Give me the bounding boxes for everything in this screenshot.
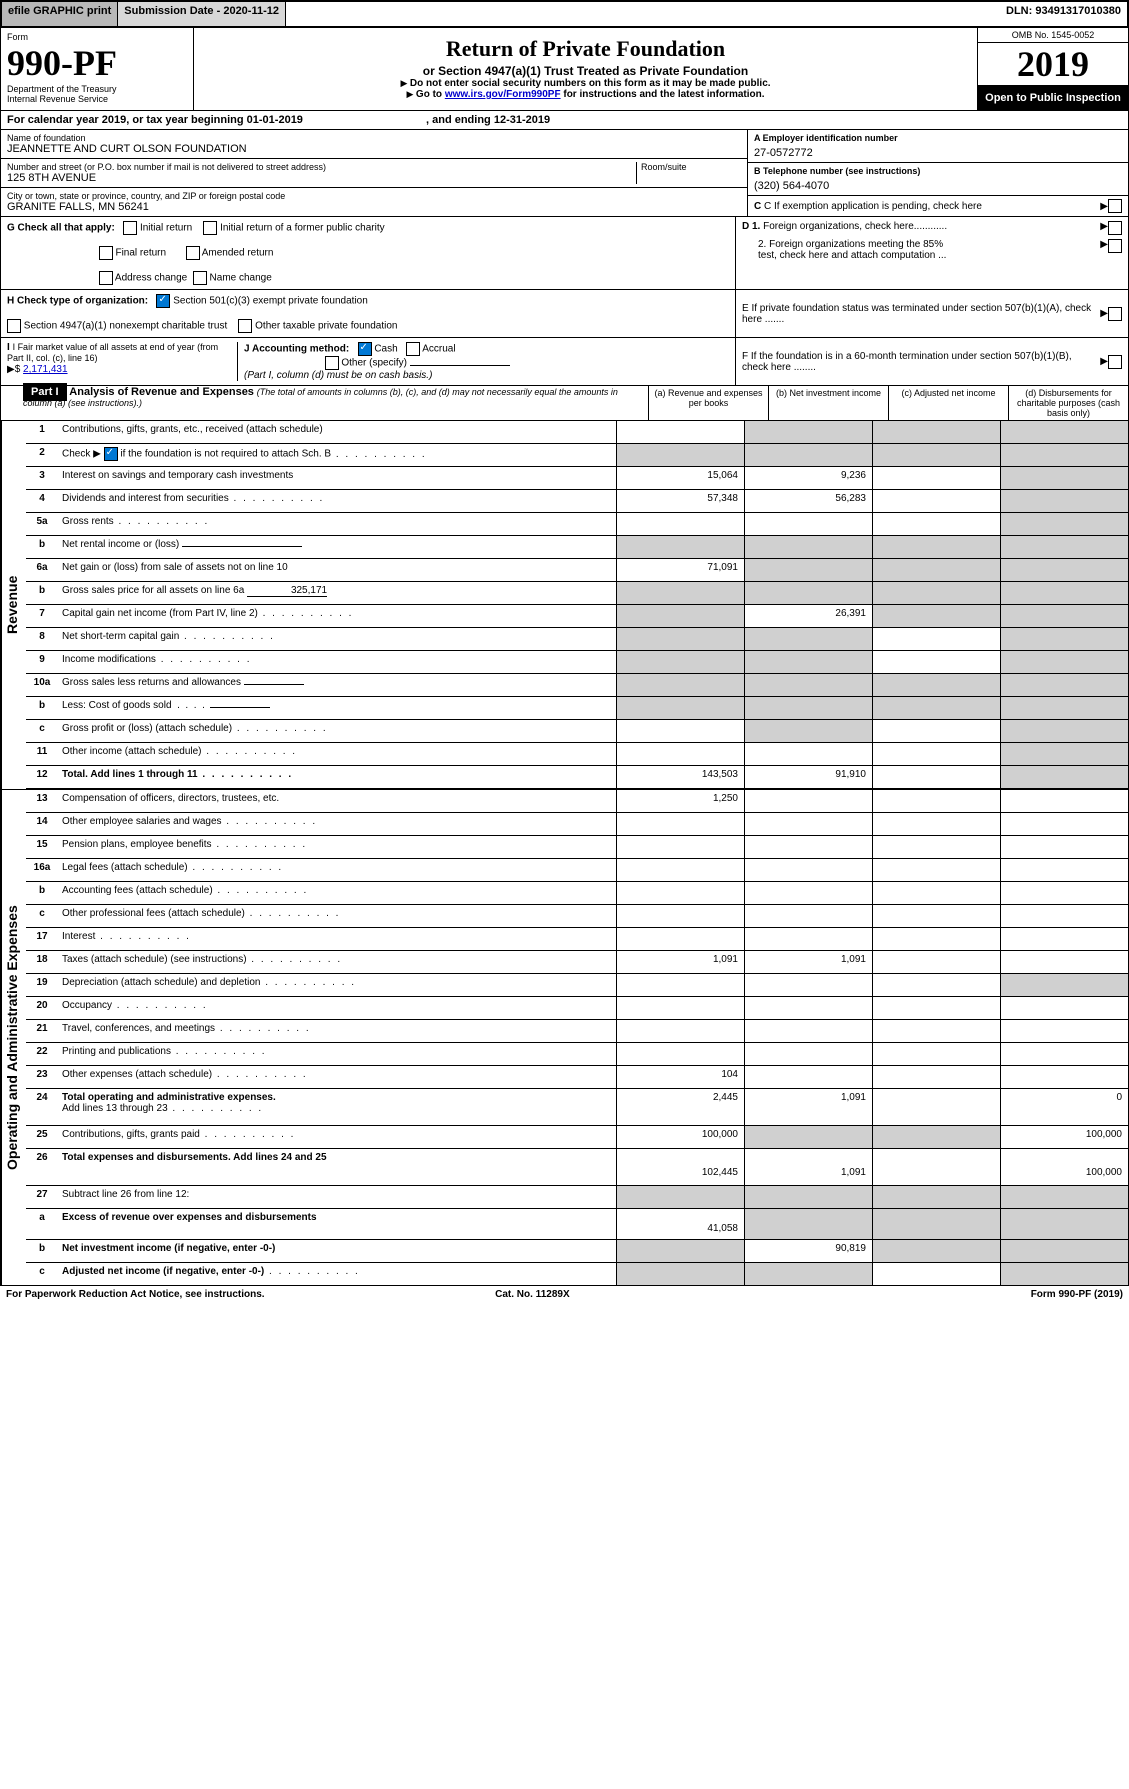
row-5a: 5aGross rents <box>26 513 1128 536</box>
cb-e[interactable] <box>1108 307 1122 321</box>
form-title: Return of Private Foundation <box>202 36 969 62</box>
section-e: E If private foundation status was termi… <box>735 290 1128 337</box>
efile-print[interactable]: efile GRAPHIC print <box>2 2 118 26</box>
row-27c: cAdjusted net income (if negative, enter… <box>26 1263 1128 1285</box>
cb-d2[interactable] <box>1108 239 1122 253</box>
row-17: 17Interest <box>26 928 1128 951</box>
cb-4947[interactable] <box>7 319 21 333</box>
telephone: B Telephone number (see instructions) (3… <box>748 163 1128 196</box>
cb-schb[interactable] <box>104 447 118 461</box>
cb-f[interactable] <box>1108 355 1122 369</box>
expenses-table: Operating and Administrative Expenses 13… <box>0 790 1129 1286</box>
part1-header: Part I Analysis of Revenue and Expenses … <box>0 386 1129 421</box>
row-10c: cGross profit or (loss) (attach schedule… <box>26 720 1128 743</box>
row-21: 21Travel, conferences, and meetings <box>26 1020 1128 1043</box>
row-2: 2Check ▶ if the foundation is not requir… <box>26 444 1128 467</box>
row-27b: bNet investment income (if negative, ent… <box>26 1240 1128 1263</box>
dln: DLN: 93491317010380 <box>1000 2 1127 26</box>
section-d: D 1. Foreign organizations, check here..… <box>735 217 1128 289</box>
ein: A Employer identification number 27-0572… <box>748 130 1128 163</box>
row-11: 11Other income (attach schedule) <box>26 743 1128 766</box>
row-4: 4Dividends and interest from securities5… <box>26 490 1128 513</box>
section-h: H Check type of organization: Section 50… <box>0 290 1129 338</box>
cb-other-method[interactable] <box>325 356 339 370</box>
form-header: Form 990-PF Department of the Treasury I… <box>0 28 1129 111</box>
row-27: 27Subtract line 26 from line 12: <box>26 1186 1128 1209</box>
section-g: G Check all that apply: Initial return I… <box>0 217 1129 290</box>
cb-cash[interactable] <box>358 342 372 356</box>
row-10b: bLess: Cost of goods sold . . . . <box>26 697 1128 720</box>
form-title-block: Return of Private Foundation or Section … <box>194 28 977 110</box>
row-3: 3Interest on savings and temporary cash … <box>26 467 1128 490</box>
row-1: 1Contributions, gifts, grants, etc., rec… <box>26 421 1128 444</box>
row-6a: 6aNet gain or (loss) from sale of assets… <box>26 559 1128 582</box>
row-23: 23Other expenses (attach schedule)104 <box>26 1066 1128 1089</box>
form-number: 990-PF <box>7 42 187 84</box>
form-id: Form 990-PF Department of the Treasury I… <box>1 28 194 110</box>
row-12: 12Total. Add lines 1 through 11143,50391… <box>26 766 1128 789</box>
row-9: 9Income modifications <box>26 651 1128 674</box>
revenue-table: Revenue 1Contributions, gifts, grants, e… <box>0 421 1129 790</box>
city: City or town, state or province, country… <box>1 188 747 216</box>
row-5b: bNet rental income or (loss) <box>26 536 1128 559</box>
cb-other-tax[interactable] <box>238 319 252 333</box>
submission-date: Submission Date - 2020-11-12 <box>118 2 286 26</box>
row-15: 15Pension plans, employee benefits <box>26 836 1128 859</box>
row-10a: 10aGross sales less returns and allowanc… <box>26 674 1128 697</box>
cb-name[interactable] <box>193 271 207 285</box>
row-19: 19Depreciation (attach schedule) and dep… <box>26 974 1128 997</box>
calendar-year: For calendar year 2019, or tax year begi… <box>0 111 1129 130</box>
row-16b: bAccounting fees (attach schedule) <box>26 882 1128 905</box>
row-27a: aExcess of revenue over expenses and dis… <box>26 1209 1128 1240</box>
cb-accrual[interactable] <box>406 342 420 356</box>
section-f: F If the foundation is in a 60-month ter… <box>735 338 1128 385</box>
row-7: 7Capital gain net income (from Part IV, … <box>26 605 1128 628</box>
cb-d1[interactable] <box>1108 221 1122 235</box>
row-6b: bGross sales price for all assets on lin… <box>26 582 1128 605</box>
section-ij: I I Fair market value of all assets at e… <box>0 338 1129 386</box>
row-26: 26Total expenses and disbursements. Add … <box>26 1149 1128 1186</box>
row-8: 8Net short-term capital gain <box>26 628 1128 651</box>
address: Number and street (or P.O. box number if… <box>1 159 747 188</box>
check-c: C C If exemption application is pending,… <box>748 196 1128 216</box>
identity-block: Name of foundation JEANNETTE AND CURT OL… <box>0 130 1129 217</box>
cb-address[interactable] <box>99 271 113 285</box>
foundation-name: Name of foundation JEANNETTE AND CURT OL… <box>1 130 747 159</box>
row-13: 13Compensation of officers, directors, t… <box>26 790 1128 813</box>
cb-initial-former[interactable] <box>203 221 217 235</box>
row-25: 25Contributions, gifts, grants paid100,0… <box>26 1126 1128 1149</box>
cb-501c3[interactable] <box>156 294 170 308</box>
row-24: 24Total operating and administrative exp… <box>26 1089 1128 1126</box>
fmv-link[interactable]: 2,171,431 <box>23 364 68 375</box>
irs-link[interactable]: www.irs.gov/Form990PF <box>445 89 561 100</box>
cb-amended[interactable] <box>186 246 200 260</box>
cb-initial[interactable] <box>123 221 137 235</box>
checkbox-c[interactable] <box>1108 199 1122 213</box>
topbar: efile GRAPHIC print Submission Date - 20… <box>0 0 1129 28</box>
cb-final[interactable] <box>99 246 113 260</box>
form-year-block: OMB No. 1545-0052 2019 Open to Public In… <box>977 28 1128 110</box>
row-14: 14Other employee salaries and wages <box>26 813 1128 836</box>
row-18: 18Taxes (attach schedule) (see instructi… <box>26 951 1128 974</box>
row-16a: 16aLegal fees (attach schedule) <box>26 859 1128 882</box>
row-16c: cOther professional fees (attach schedul… <box>26 905 1128 928</box>
footer: For Paperwork Reduction Act Notice, see … <box>0 1286 1129 1303</box>
row-22: 22Printing and publications <box>26 1043 1128 1066</box>
row-20: 20Occupancy <box>26 997 1128 1020</box>
